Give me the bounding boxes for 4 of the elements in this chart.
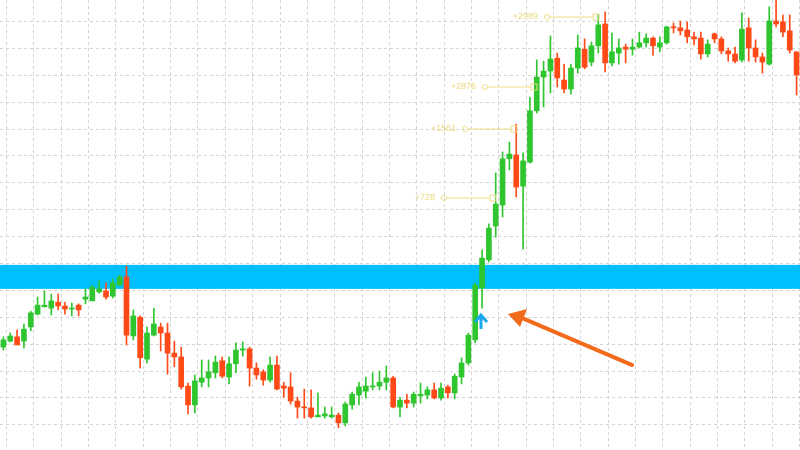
annotation: +728 bbox=[414, 192, 435, 203]
annotation: +2876 bbox=[450, 81, 476, 92]
annotation: +1561 bbox=[430, 123, 456, 134]
annotation: +2989 bbox=[512, 11, 538, 22]
